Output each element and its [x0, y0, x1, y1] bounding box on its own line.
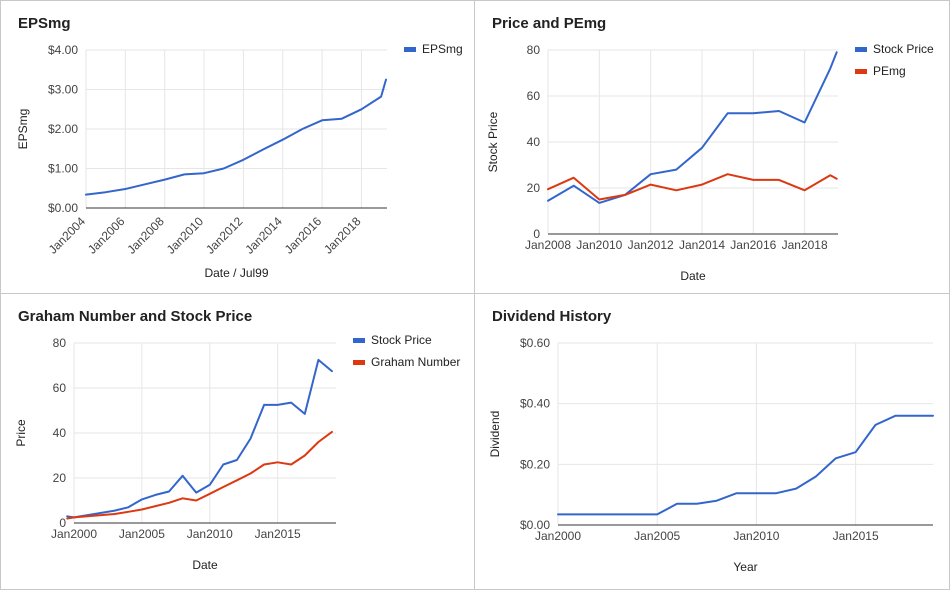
x-tick-label: Jan2015 [255, 527, 301, 541]
chart-panel-epsmg: EPSmg Jan2004 Jan2006 Jan2008 Jan2010 Jan201… [0, 0, 475, 294]
y-axis-title: EPSmg [16, 109, 30, 150]
x-tick-label: Jan2000 [535, 529, 581, 543]
legend-label: Stock Price [873, 42, 934, 56]
x-tick-label: Jan2016 [730, 238, 776, 252]
x-tick-label: Jan2008 [124, 214, 167, 257]
chart-epsmg: Jan2004Jan2006Jan2008Jan2010Jan2012Jan20… [16, 42, 463, 280]
x-tick-label: Jan2018 [782, 238, 828, 252]
y-tick-label: 40 [53, 426, 67, 440]
y-tick-label: $0.00 [48, 201, 78, 215]
y-tick-label: $4.00 [48, 43, 78, 57]
x-tick-label: Jan2012 [203, 214, 246, 257]
series-line [66, 358, 333, 519]
y-tick-label: 80 [527, 43, 541, 57]
y-tick-label: $0.20 [520, 457, 550, 471]
chart-title: EPSmg [18, 15, 71, 32]
x-axis-title: Date / Jul99 [204, 266, 268, 280]
series-line [557, 414, 934, 516]
x-tick-label: Jan2010 [576, 238, 622, 252]
y-tick-label: $0.40 [520, 397, 550, 411]
chart-panel-price-pemg: Price and PEmg Jan2008 Jan2010 Jan2012 Jan2… [474, 0, 950, 294]
x-tick-label: Jan2004 [46, 214, 89, 257]
legend-label: PEmg [873, 64, 906, 78]
chart-title: Graham Number and Stock Price [18, 308, 253, 325]
legend-label: EPSmg [422, 42, 463, 56]
legend-swatch [404, 47, 416, 52]
chart-panel-graham-number: Graham Number and Stock Price Jan2000 Jan… [0, 293, 475, 590]
legend-label: Stock Price [371, 333, 432, 347]
x-axis-title: Year [733, 560, 757, 574]
x-tick-label: Jan2018 [321, 214, 364, 257]
x-tick-label: Jan2014 [679, 238, 725, 252]
x-tick-label: Jan2012 [628, 238, 674, 252]
y-tick-label: $1.00 [48, 162, 78, 176]
x-tick-label: Jan2010 [733, 529, 779, 543]
y-tick-label: 40 [527, 135, 541, 149]
x-tick-label: Jan2015 [833, 529, 879, 543]
x-tick-label: Jan2014 [242, 214, 285, 257]
y-axis-title: Dividend [488, 411, 502, 458]
y-tick-label: $3.00 [48, 83, 78, 97]
y-tick-label: 60 [527, 89, 541, 103]
chart-dividend-history: Jan2000 Jan2005 Jan2010 Jan2015 $0.00 $0.20 $0… [488, 336, 934, 574]
chart-panel-dividend-history: Dividend History Jan2000 Jan2005 Jan2010 Ja… [474, 293, 950, 590]
y-axis-title: Stock Price [486, 111, 500, 172]
legend-label: Graham Number [371, 355, 460, 369]
y-tick-label: 20 [53, 471, 67, 485]
series-line [547, 51, 838, 204]
x-tick-label: Jan2005 [634, 529, 680, 543]
x-tick-label: Jan2010 [187, 527, 233, 541]
x-tick-label: Jan2000 [51, 527, 97, 541]
series-line [547, 173, 838, 201]
y-tick-label: 20 [527, 181, 541, 195]
x-tick-label: Jan2008 [525, 238, 571, 252]
chart-graham-number: Jan2000 Jan2005 Jan2010 Jan2015 0 20 40 60 80 Dat… [14, 333, 460, 572]
series-line [66, 430, 333, 520]
chart-price-pemg: Jan2008 Jan2010 Jan2012 Jan2014 Jan2016 Jan20… [486, 42, 934, 283]
legend-swatch [353, 338, 365, 343]
y-tick-label: 60 [53, 381, 67, 395]
y-tick-label: 0 [533, 227, 540, 241]
legend-swatch [855, 69, 867, 74]
y-tick-label: $2.00 [48, 122, 78, 136]
x-tick-label: Jan2006 [85, 214, 128, 257]
legend-swatch [353, 360, 365, 365]
y-tick-label: 80 [53, 336, 67, 350]
series-line [85, 78, 387, 196]
x-tick-label: Jan2005 [119, 527, 165, 541]
y-tick-label: 0 [59, 516, 66, 530]
y-axis-title: Price [14, 419, 28, 447]
x-tick-label: Jan2010 [164, 214, 207, 257]
y-tick-label: $0.60 [520, 336, 550, 350]
y-tick-label: $0.00 [520, 518, 550, 532]
x-axis-title: Date [680, 269, 706, 283]
x-axis-title: Date [192, 558, 218, 572]
legend-swatch [855, 47, 867, 52]
chart-title: Price and PEmg [492, 15, 607, 32]
chart-title: Dividend History [492, 308, 612, 325]
x-tick-label: Jan2016 [282, 214, 325, 257]
